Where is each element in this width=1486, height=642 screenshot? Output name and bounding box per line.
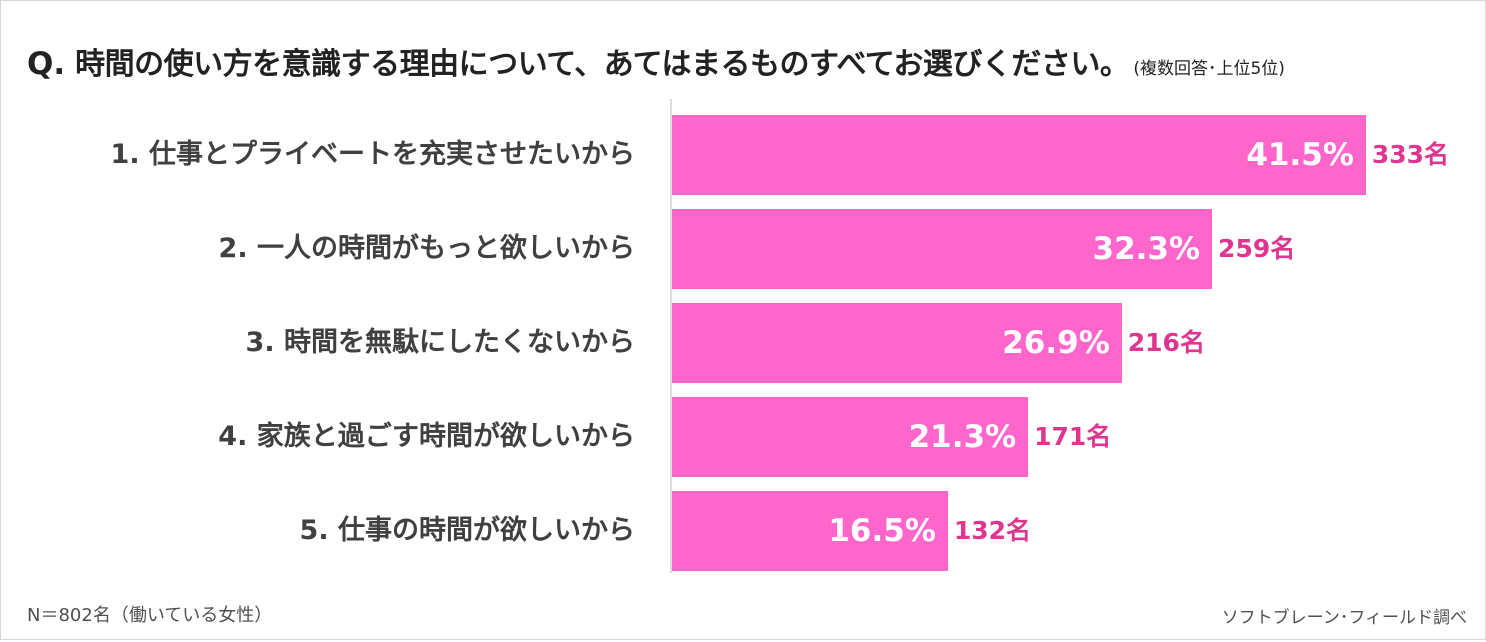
question-text: 時間の使い方を意識する理由について、あてはまるものすべてお選びください。 bbox=[75, 47, 1130, 82]
question-label: Q. bbox=[27, 46, 66, 82]
percent-label: 32.3% bbox=[1092, 231, 1201, 267]
source-note: ソフトブレーン･フィールド調べ bbox=[1221, 608, 1467, 628]
category-label: 4. 家族と過ごす時間が欲しいから bbox=[218, 421, 635, 452]
count-label: 132名 bbox=[953, 516, 1032, 545]
count-label: 216名 bbox=[1127, 328, 1205, 357]
percent-label: 16.5% bbox=[828, 513, 936, 549]
category-label: 3. 時間を無駄にしたくないから bbox=[245, 327, 635, 358]
chart-title: Q. 時間の使い方を意識する理由について、あてはまるものすべてお選びください。 (複… bbox=[27, 39, 1285, 83]
percent-label: 26.9% bbox=[1002, 325, 1110, 361]
count-label: 333名 bbox=[1371, 140, 1450, 169]
sample-size-note: N＝802名（働いている女性） bbox=[27, 605, 273, 626]
answer-note: (複数回答･上位5位) bbox=[1133, 59, 1285, 79]
bar bbox=[672, 397, 1029, 477]
category-axis-line bbox=[670, 99, 672, 573]
category-label: 2. 一人の時間がもっと欲しいから bbox=[218, 233, 635, 264]
percent-label: 21.3% bbox=[908, 419, 1017, 455]
bar bbox=[672, 209, 1213, 289]
bar bbox=[672, 303, 1122, 383]
category-label: 5. 仕事の時間が欲しいから bbox=[299, 515, 635, 546]
count-label: 171名 bbox=[1034, 422, 1112, 451]
bar bbox=[672, 491, 948, 571]
percent-label: 41.5% bbox=[1246, 137, 1354, 173]
category-label: 1. 仕事とプライベートを充実させたいから bbox=[110, 139, 635, 170]
bar bbox=[672, 115, 1366, 195]
count-label: 259名 bbox=[1218, 234, 1296, 263]
